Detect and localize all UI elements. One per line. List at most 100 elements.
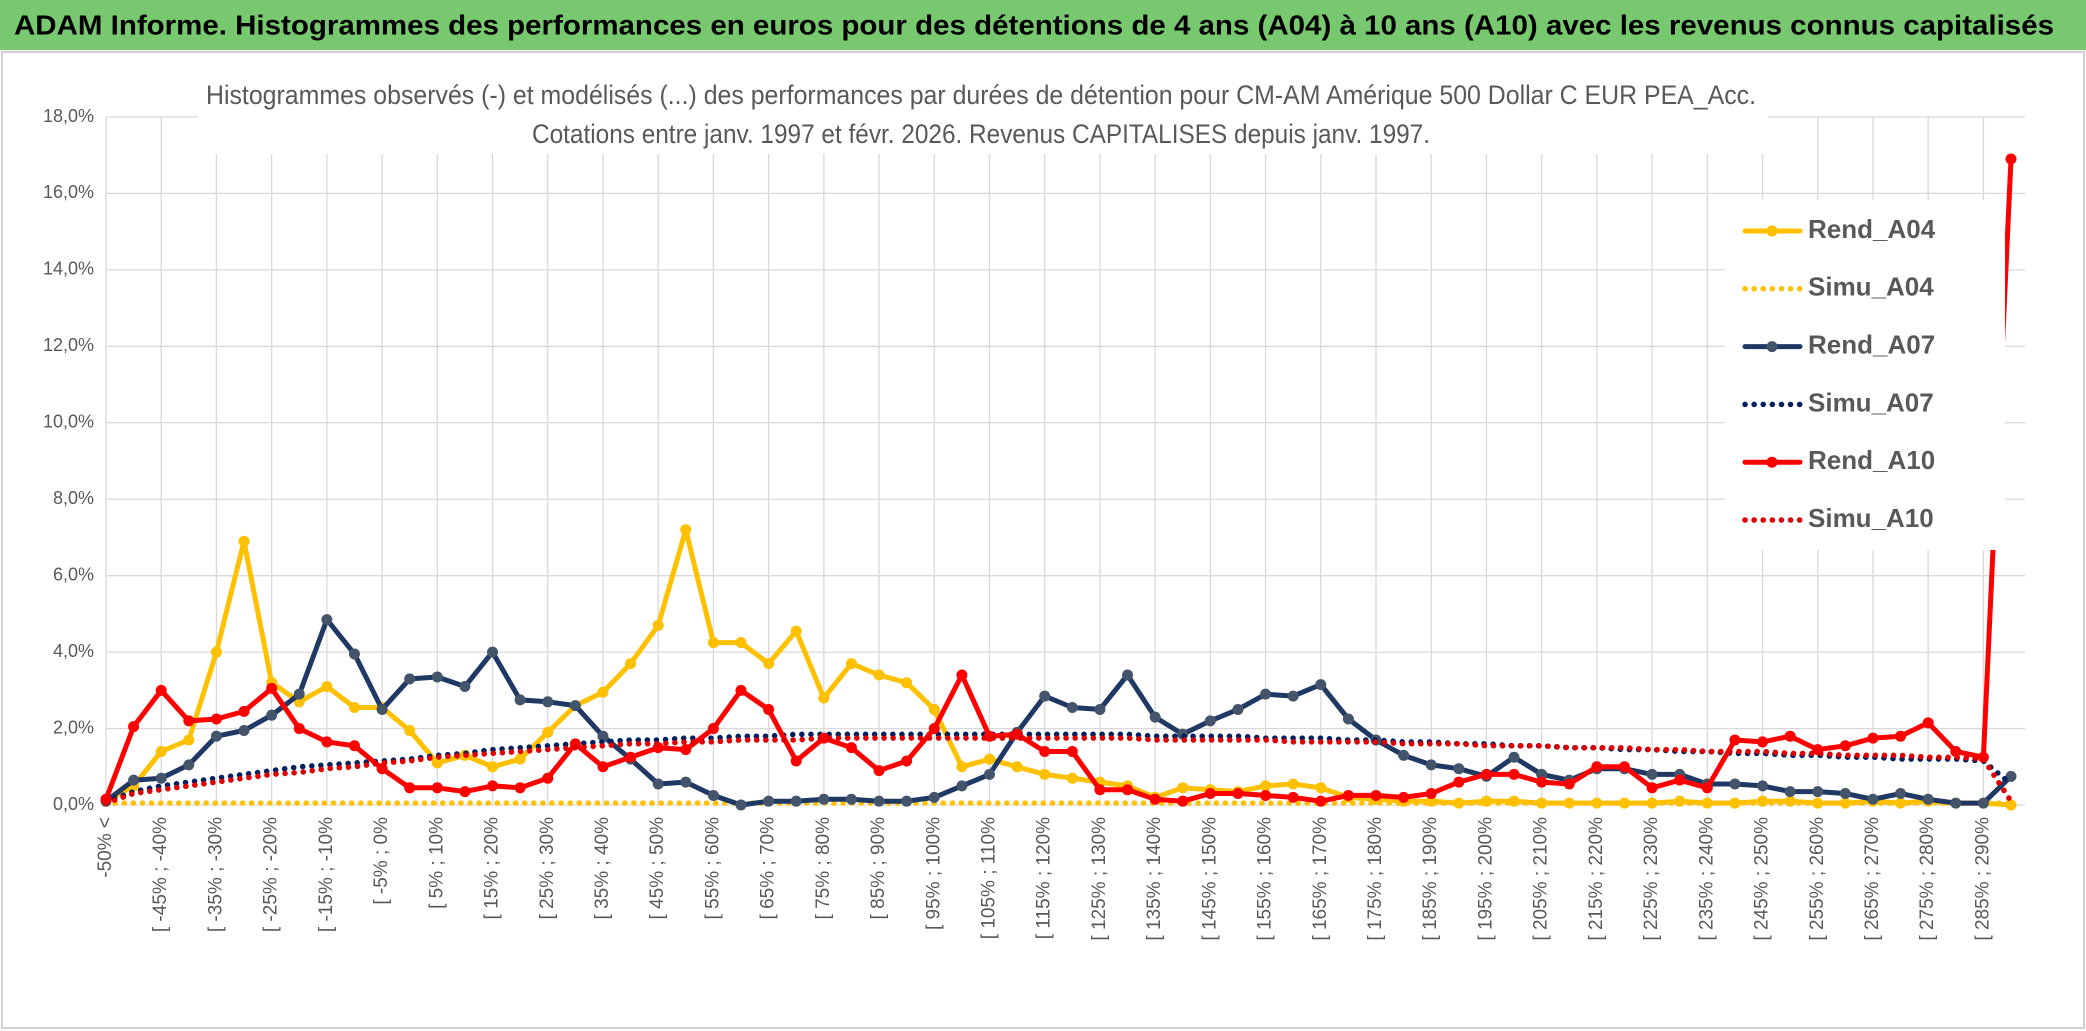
data-point (1315, 679, 1327, 691)
data-point (763, 703, 775, 715)
x-tick-label: [ 55% ; 60% (702, 817, 723, 920)
data-point (652, 778, 664, 790)
data-point (266, 682, 278, 694)
title-background (198, 78, 1768, 154)
data-point (983, 753, 995, 765)
data-point (1122, 669, 1134, 681)
data-point (928, 703, 940, 715)
data-point (1977, 797, 1989, 809)
data-point (376, 763, 388, 775)
data-point (1784, 730, 1796, 742)
x-tick-label: [ -5% ; 0% (371, 817, 392, 905)
data-point (1950, 745, 1962, 757)
data-point (1480, 768, 1492, 780)
data-point (1177, 795, 1189, 807)
data-point (1867, 732, 1879, 744)
data-point (818, 793, 830, 805)
x-tick-label: [ 175% ; 180% (1365, 817, 1386, 941)
data-point (431, 671, 443, 683)
legend-label: Rend_A07 (1808, 329, 1935, 359)
data-point (956, 761, 968, 773)
y-tick-label: 14,0% (43, 259, 94, 279)
data-point (487, 780, 499, 792)
y-tick-label: 16,0% (43, 182, 94, 202)
x-tick-label: [ 275% ; 280% (1917, 817, 1938, 941)
data-point (1149, 793, 1161, 805)
data-point (901, 795, 913, 807)
data-point (928, 723, 940, 735)
data-point (1508, 751, 1520, 763)
data-point (1536, 776, 1548, 788)
data-point (1149, 711, 1161, 723)
data-point (128, 721, 140, 733)
x-tick-label: [ 225% ; 230% (1641, 817, 1662, 941)
data-point (873, 765, 885, 777)
data-point (735, 637, 747, 649)
legend-label: Simu_A04 (1808, 272, 1934, 302)
data-point (928, 791, 940, 803)
data-point (1646, 768, 1658, 780)
legend-label: Simu_A10 (1808, 503, 1934, 533)
chart-title: Histogrammes observés (-) et modélisés (… (206, 80, 1756, 110)
data-point (238, 724, 250, 736)
data-point (293, 723, 305, 735)
data-point (1094, 784, 1106, 796)
data-point (818, 692, 830, 704)
data-point (735, 684, 747, 696)
x-tick-label: [ 95% ; 100% (923, 817, 944, 930)
data-point (1453, 763, 1465, 775)
data-point (680, 776, 692, 788)
data-point (1757, 780, 1769, 792)
data-point (901, 755, 913, 767)
data-point (625, 751, 637, 763)
data-point (1784, 786, 1796, 798)
legend-marker (1766, 225, 1778, 237)
data-point (404, 673, 416, 685)
data-point (348, 648, 360, 660)
data-point (487, 646, 499, 658)
data-point (293, 688, 305, 700)
x-tick-label: [ 25% ; 30% (537, 817, 558, 920)
data-point (1342, 713, 1354, 725)
data-point (680, 744, 692, 756)
data-point (1701, 782, 1713, 794)
data-point (1839, 740, 1851, 752)
data-point (1315, 782, 1327, 794)
data-point (1839, 788, 1851, 800)
y-tick-label: 0,0% (53, 794, 94, 814)
data-point (404, 782, 416, 794)
data-point (266, 709, 278, 721)
data-point (404, 724, 416, 736)
x-tick-label: [ 185% ; 190% (1420, 817, 1441, 941)
data-point (1315, 795, 1327, 807)
x-tick-label: [ -25% ; -20% (261, 817, 282, 932)
x-tick-label: [ 135% ; 140% (1144, 817, 1165, 941)
data-point (1011, 761, 1023, 773)
data-point (1425, 788, 1437, 800)
x-tick-label: [ -15% ; -10% (316, 817, 337, 932)
data-point (238, 535, 250, 547)
x-tick-label: [ 145% ; 150% (1199, 817, 1220, 941)
data-point (1729, 734, 1741, 746)
data-point (1287, 778, 1299, 790)
data-point (790, 755, 802, 767)
data-point (873, 795, 885, 807)
data-point (845, 793, 857, 805)
series-line (103, 735, 2014, 806)
data-point (128, 774, 140, 786)
series-line (103, 156, 2014, 804)
data-point (1618, 761, 1630, 773)
data-point (1922, 793, 1934, 805)
x-tick-label: [ 35% ; 40% (592, 817, 613, 920)
data-point (2005, 770, 2017, 782)
data-point (956, 780, 968, 792)
data-point (155, 745, 167, 757)
data-point (1066, 772, 1078, 784)
data-point (1895, 730, 1907, 742)
data-point (431, 757, 443, 769)
data-point (790, 625, 802, 637)
data-point (763, 795, 775, 807)
data-point (845, 742, 857, 754)
x-tick-label: [ 245% ; 250% (1752, 817, 1773, 941)
